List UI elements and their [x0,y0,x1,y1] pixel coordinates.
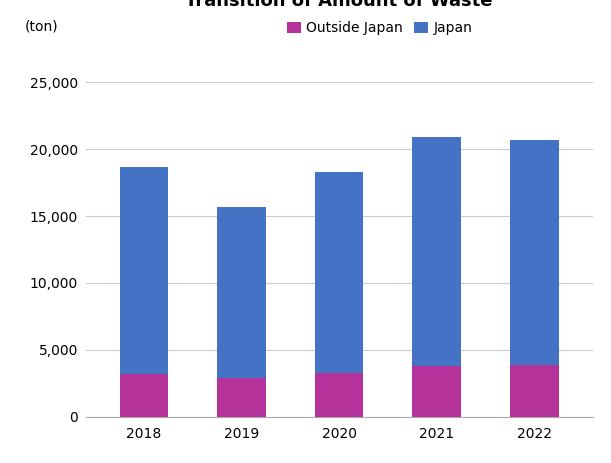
Text: (ton): (ton) [24,19,58,33]
Bar [412,137,461,366]
Bar [217,378,266,417]
Bar [510,364,558,417]
Bar [315,172,364,373]
Bar [120,167,169,374]
Bar [315,373,364,417]
Bar [217,206,266,378]
Bar [510,140,558,364]
Legend: Outside Japan, Japan: Outside Japan, Japan [281,16,478,41]
Bar [412,366,461,417]
Bar [120,374,169,417]
Title: Transition of Amount of Waste: Transition of Amount of Waste [185,0,493,10]
